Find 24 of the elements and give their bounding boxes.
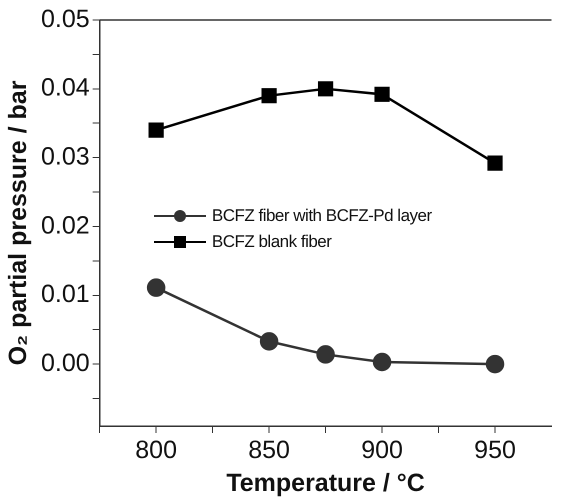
y-tick-label: 0.04 xyxy=(40,74,90,102)
y-tick-label: 0.02 xyxy=(40,211,90,240)
point xyxy=(146,278,166,297)
point xyxy=(486,354,504,374)
x-tick-label: 900 xyxy=(361,436,403,464)
y-tick-label: 0.01 xyxy=(40,280,90,308)
x-axis-title: Temperature / °C xyxy=(226,468,425,497)
x-tick-label: 850 xyxy=(248,436,290,464)
x-tick-label: 800 xyxy=(135,436,177,464)
x-tick-label: 950 xyxy=(474,436,516,464)
text: 0.00 xyxy=(40,348,90,377)
point xyxy=(374,86,390,102)
point xyxy=(487,156,503,171)
legend-label: BCFZ blank fiber xyxy=(212,232,332,252)
legend-label: BCFZ fiber with BCFZ-Pd layer xyxy=(212,206,432,226)
point xyxy=(260,332,278,351)
y-axis-title: O₂ partial pressure / bar xyxy=(4,80,32,366)
point xyxy=(318,81,334,96)
point xyxy=(316,345,335,364)
y-tick-label: 0.05 xyxy=(40,4,90,33)
y-tick-label: 0.03 xyxy=(40,142,90,171)
point xyxy=(261,88,277,104)
point xyxy=(148,122,164,138)
point xyxy=(372,352,392,372)
